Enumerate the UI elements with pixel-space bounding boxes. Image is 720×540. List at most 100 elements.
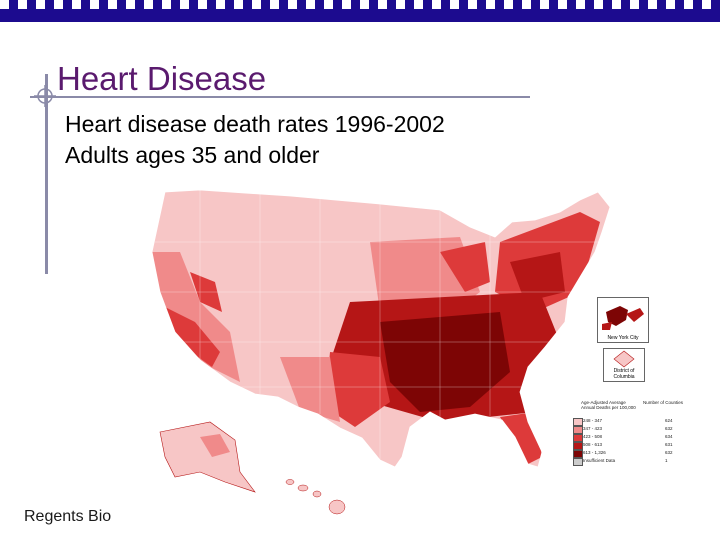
dc-inset: District of Columbia — [603, 348, 645, 382]
pattern-cell — [684, 0, 693, 9]
nyc-inset-label: New York City — [607, 335, 639, 341]
legend-count: 631 — [665, 442, 673, 447]
pattern-cell — [0, 0, 9, 9]
slide-subtitle-line-2: Adults ages 35 and older — [65, 142, 320, 168]
horizontal-rule — [30, 96, 530, 98]
pattern-cell — [531, 9, 540, 18]
pattern-cell — [648, 0, 657, 9]
legend-range: 508 - 613 — [583, 442, 603, 447]
pattern-cell — [90, 0, 99, 9]
dc-inset-label: District of Columbia — [613, 368, 635, 380]
pattern-cell — [81, 9, 90, 18]
pattern-cell — [153, 9, 162, 18]
region-appalachia-north — [510, 252, 565, 302]
legend-row: 347 - 423 632 — [573, 426, 693, 434]
nyc-inset-map — [602, 306, 644, 330]
pattern-cell — [351, 9, 360, 18]
pattern-cell — [342, 0, 351, 9]
footer-label: Regents Bio — [24, 508, 112, 525]
legend-range: 248 - 347 — [583, 418, 603, 423]
pattern-cell — [252, 0, 261, 9]
pattern-cell — [297, 9, 306, 18]
pattern-cell — [333, 9, 342, 18]
pattern-cell — [504, 0, 513, 9]
pattern-cell — [189, 9, 198, 18]
crosshair-icon — [34, 85, 56, 107]
pattern-cell — [477, 9, 486, 18]
pattern-cell — [261, 9, 270, 18]
legend-header-rate: Age-Adjusted Average Annual Deaths per 1… — [581, 400, 636, 410]
pattern-cell — [657, 9, 666, 18]
pattern-cell — [63, 9, 72, 18]
pattern-cell — [414, 0, 423, 9]
pattern-cell — [279, 9, 288, 18]
top-bar-pattern — [0, 0, 720, 18]
pattern-cell — [144, 0, 153, 9]
pattern-cell — [666, 0, 675, 9]
pattern-cell — [558, 0, 567, 9]
pattern-cell — [234, 0, 243, 9]
us-heart-disease-map — [151, 189, 611, 515]
pattern-cell — [396, 0, 405, 9]
pattern-cell — [99, 9, 108, 18]
pattern-cell — [702, 0, 711, 9]
pattern-cell — [495, 9, 504, 18]
pattern-cell — [486, 0, 495, 9]
pattern-cell — [378, 0, 387, 9]
pattern-cell — [522, 0, 531, 9]
legend-count: 1 — [665, 458, 668, 463]
pattern-cell — [567, 9, 576, 18]
nyc-inset: New York City — [597, 297, 649, 343]
pattern-cell — [450, 0, 459, 9]
slide-subtitle-line-1: Heart disease death rates 1996-2002 — [65, 111, 445, 137]
legend-header-count: Number of Counties — [643, 400, 684, 405]
pattern-cell — [270, 0, 279, 9]
pattern-cell — [126, 0, 135, 9]
pattern-cell — [72, 0, 81, 9]
legend-swatch — [573, 458, 583, 466]
pattern-cell — [162, 0, 171, 9]
legend-row: 248 - 347 624 — [573, 418, 693, 426]
pattern-cell — [45, 9, 54, 18]
pattern-cell — [216, 0, 225, 9]
region-california — [165, 307, 220, 367]
legend-swatch — [573, 442, 583, 450]
pattern-cell — [675, 9, 684, 18]
region-hawaii — [285, 479, 346, 515]
pattern-cell — [108, 0, 117, 9]
pattern-cell — [18, 0, 27, 9]
pattern-cell — [324, 0, 333, 9]
legend-range: 613 - 1,326 — [583, 450, 606, 455]
pattern-cell — [306, 0, 315, 9]
legend-range: Insufficient Data — [583, 458, 616, 463]
pattern-cell — [387, 9, 396, 18]
pattern-cell — [423, 9, 432, 18]
pattern-cell — [432, 0, 441, 9]
pattern-cell — [441, 9, 450, 18]
dc-inset-map — [613, 350, 635, 368]
legend-row: 508 - 613 631 — [573, 442, 693, 450]
pattern-cell — [198, 0, 207, 9]
pattern-cell — [612, 0, 621, 9]
legend-row: 423 - 508 634 — [573, 434, 693, 442]
pattern-cell — [117, 9, 126, 18]
region-great-lakes — [440, 242, 490, 292]
pattern-cell — [630, 0, 639, 9]
pattern-cell — [693, 9, 702, 18]
pattern-cell — [468, 0, 477, 9]
pattern-cell — [549, 9, 558, 18]
pattern-cell — [405, 9, 414, 18]
pattern-cell — [360, 0, 369, 9]
pattern-cell — [225, 9, 234, 18]
legend-count: 632 — [665, 450, 673, 455]
region-alaska — [159, 421, 256, 493]
legend-swatch — [573, 426, 583, 434]
legend-row: Insufficient Data 1 — [573, 458, 693, 466]
legend-count: 632 — [665, 426, 673, 431]
pattern-cell — [54, 0, 63, 9]
pattern-cell — [315, 9, 324, 18]
pattern-cell — [576, 0, 585, 9]
region-alaska-south — [200, 434, 230, 457]
pattern-cell — [207, 9, 216, 18]
map-legend: Age-Adjusted Average Annual Deaths per 1… — [573, 400, 693, 470]
